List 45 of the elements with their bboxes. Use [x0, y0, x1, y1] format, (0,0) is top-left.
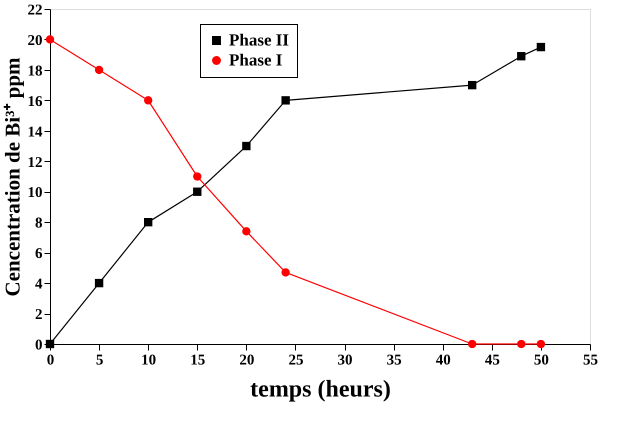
point: [281, 268, 290, 277]
y-tick-label: 20: [28, 32, 42, 49]
x-tick-label: 10: [141, 352, 156, 368]
point: [144, 96, 152, 105]
y-tick-label: 4: [35, 276, 43, 293]
y-tick-label: 22: [28, 2, 42, 18]
point: [468, 80, 476, 90]
x-tick-label: 20: [239, 352, 254, 368]
x-tick-label: 50: [534, 352, 549, 368]
y-tick-label: 6: [35, 246, 43, 262]
y-tick-label: 2: [35, 307, 42, 324]
y-axis-title: Cencentration de Bi³⁺ ppm: [0, 56, 24, 297]
y-tick-label: 16: [28, 94, 43, 110]
point: [536, 340, 546, 348]
point: [46, 35, 54, 44]
x-axis-title: temps (heurs): [250, 376, 391, 402]
x-tick-label: 35: [386, 352, 402, 368]
y-tick-label: 0: [35, 338, 42, 354]
x-tick-label: 55: [583, 352, 598, 368]
point: [517, 340, 526, 348]
point: [94, 278, 104, 288]
y-tick-label: 18: [28, 63, 42, 80]
y-tick-label: 10: [28, 185, 42, 202]
point: [536, 42, 546, 52]
point: [144, 218, 152, 226]
x-tick-label: 0: [46, 352, 54, 368]
y-tick-label: 12: [28, 154, 42, 171]
point: [242, 142, 251, 150]
point: [517, 52, 526, 60]
point: [242, 227, 251, 236]
legend-label: Phase I: [229, 50, 283, 70]
point: [468, 340, 476, 348]
x-tick-label: 45: [484, 352, 500, 368]
point: [193, 172, 202, 181]
y-tick-label: 8: [35, 216, 42, 232]
x-tick-label: 15: [190, 352, 206, 368]
legend-label: Phase II: [229, 30, 290, 50]
point: [193, 188, 202, 196]
x-tick-label: 30: [338, 352, 353, 368]
y-tick-label: 14: [28, 124, 43, 140]
point: [94, 66, 104, 74]
x-tick-label: 5: [96, 352, 104, 368]
x-tick-label: 40: [436, 352, 451, 368]
x-tick-label: 25: [288, 352, 304, 368]
point: [281, 96, 290, 105]
